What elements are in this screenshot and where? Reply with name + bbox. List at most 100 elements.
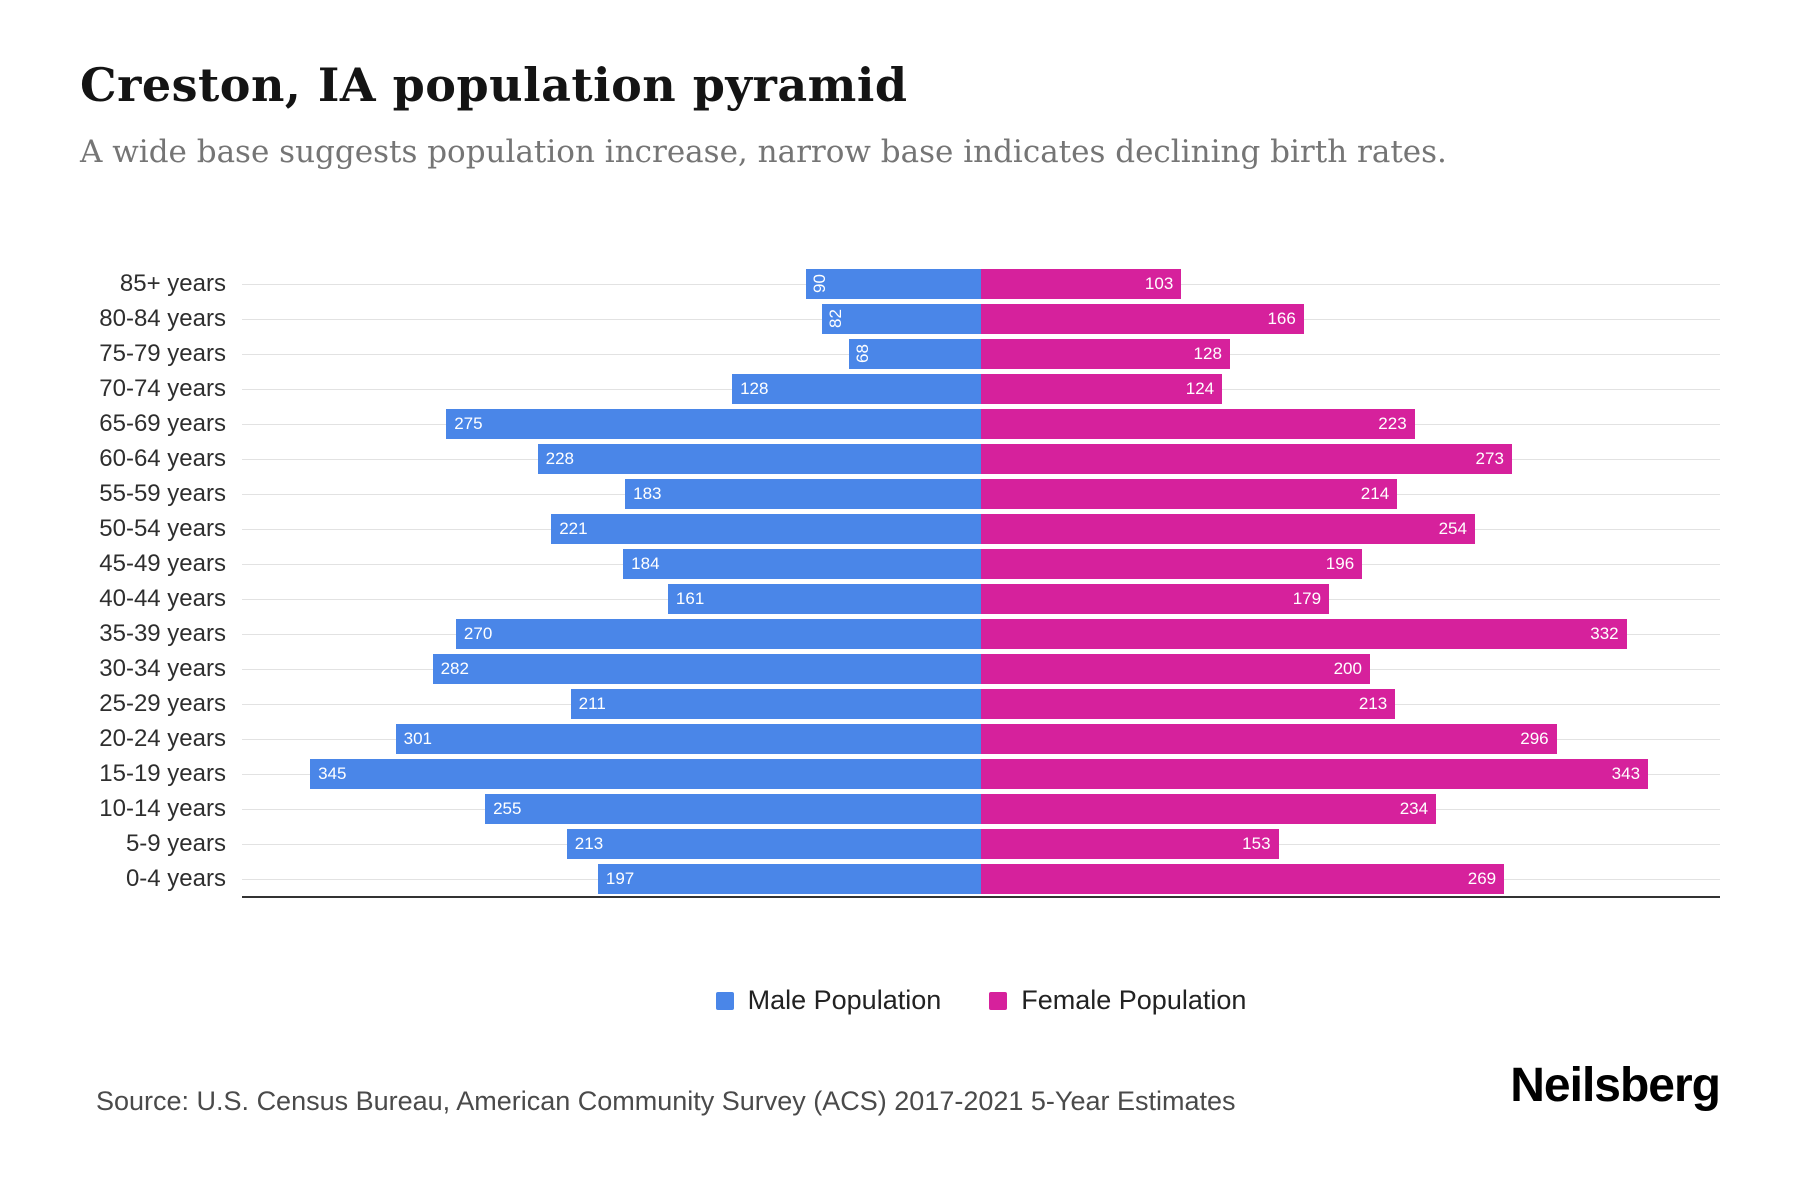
female-bar[interactable]: 196	[981, 548, 1363, 579]
male-value-label: 197	[605, 869, 635, 888]
male-value-label: 255	[493, 799, 522, 818]
male-value-label: 345	[318, 764, 347, 783]
pyramid-row: 55-59 years 183 214	[92, 476, 1720, 511]
row-plot: 345 343	[242, 756, 1720, 791]
female-bar[interactable]: 128	[981, 338, 1230, 369]
age-group-label: 80-84 years	[99, 304, 226, 332]
female-bar[interactable]: 153	[981, 828, 1279, 859]
male-bar[interactable]: 255	[485, 793, 981, 824]
row-plot: 228 273	[242, 441, 1720, 476]
age-group-label: 75-79 years	[99, 339, 226, 367]
male-bar[interactable]: 211	[570, 688, 981, 719]
pyramid-row: 25-29 years 211 213	[92, 686, 1720, 721]
male-bar[interactable]: 213	[566, 828, 981, 859]
legend: Male Population Female Population	[242, 985, 1720, 1016]
source-attribution: Source: U.S. Census Bureau, American Com…	[96, 1086, 1236, 1116]
row-plot: 301 296	[242, 721, 1720, 756]
pyramid-row: 75-79 years 68 128	[92, 336, 1720, 371]
row-plot: 221 254	[242, 511, 1720, 546]
age-group-label: 40-44 years	[99, 584, 226, 612]
female-value-label: 214	[1360, 484, 1390, 503]
page-title: Creston, IA population pyramid	[80, 58, 908, 112]
pyramid-row: 20-24 years 301 296	[92, 721, 1720, 756]
female-value-label: 273	[1475, 449, 1504, 468]
male-value-label: 90	[809, 274, 829, 293]
female-value-label: 296	[1520, 729, 1549, 748]
male-value-label: 270	[463, 624, 493, 643]
female-value-label: 234	[1399, 799, 1429, 818]
male-bar[interactable]: 128	[732, 373, 981, 404]
pyramid-row: 40-44 years 161 179	[92, 581, 1720, 616]
age-group-label: 85+ years	[119, 269, 226, 297]
male-bar[interactable]: 228	[537, 443, 981, 474]
female-bar[interactable]: 179	[981, 583, 1330, 614]
pyramid-row: 35-39 years 270 332	[92, 616, 1720, 651]
row-plot: 68 128	[242, 336, 1720, 371]
male-bar[interactable]: 345	[310, 758, 981, 789]
row-plot: 255 234	[242, 791, 1720, 826]
legend-item-female[interactable]: Female Population	[989, 985, 1246, 1016]
female-bar[interactable]: 213	[981, 688, 1396, 719]
age-group-label: 45-49 years	[99, 549, 226, 577]
female-value-label: 223	[1378, 414, 1407, 433]
male-bar[interactable]: 90	[805, 268, 981, 299]
female-bar[interactable]: 124	[981, 373, 1223, 404]
female-bar[interactable]: 343	[981, 758, 1649, 789]
male-value-label: 82	[825, 309, 845, 328]
male-value-label: 183	[633, 484, 662, 503]
row-plot: 161 179	[242, 581, 1720, 616]
legend-male-label: Male Population	[747, 985, 942, 1015]
male-value-label: 211	[578, 694, 606, 713]
male-bar[interactable]: 197	[597, 863, 981, 894]
male-value-label: 301	[403, 729, 433, 748]
legend-item-male[interactable]: Male Population	[715, 985, 942, 1016]
age-group-label: 70-74 years	[99, 374, 226, 402]
male-bar[interactable]: 270	[455, 618, 981, 649]
female-value-label: 124	[1185, 379, 1215, 398]
population-pyramid-chart: 85+ years 90 103 80-84 years 82 166 75-79 year…	[92, 266, 1720, 898]
male-bar[interactable]: 82	[821, 303, 981, 334]
row-plot: 184 196	[242, 546, 1720, 581]
row-plot: 128 124	[242, 371, 1720, 406]
female-value-label: 254	[1438, 519, 1467, 538]
page-subtitle: A wide base suggests population increase…	[80, 134, 1447, 170]
male-value-label: 184	[631, 554, 660, 573]
pyramid-row: 15-19 years 345 343	[92, 756, 1720, 791]
male-bar[interactable]: 282	[432, 653, 981, 684]
female-bar[interactable]: 332	[981, 618, 1627, 649]
male-value-label: 161	[675, 589, 705, 608]
female-bar[interactable]: 200	[981, 653, 1370, 684]
female-bar[interactable]: 296	[981, 723, 1557, 754]
male-bar[interactable]: 221	[551, 513, 981, 544]
female-bar[interactable]: 273	[981, 443, 1512, 474]
male-bar[interactable]: 183	[625, 478, 981, 509]
female-value-label: 179	[1292, 589, 1322, 608]
female-value-label: 128	[1193, 344, 1222, 363]
female-value-label: 166	[1267, 309, 1296, 328]
male-bar[interactable]: 161	[667, 583, 981, 614]
pyramid-row: 65-69 years 275 223	[92, 406, 1720, 441]
female-bar[interactable]: 223	[981, 408, 1415, 439]
row-plot: 211 213	[242, 686, 1720, 721]
neilsberg-logo: Neilsberg	[1510, 1059, 1721, 1112]
female-bar[interactable]: 269	[981, 863, 1505, 894]
female-value-label: 153	[1242, 834, 1271, 853]
pyramid-row: 60-64 years 228 273	[92, 441, 1720, 476]
pyramid-row: 5-9 years 213 153	[92, 826, 1720, 861]
age-group-label: 65-69 years	[99, 409, 226, 437]
male-bar[interactable]: 301	[395, 723, 981, 754]
pyramid-row: 85+ years 90 103	[92, 266, 1720, 301]
female-bar[interactable]: 254	[981, 513, 1475, 544]
female-bar[interactable]: 103	[981, 268, 1182, 299]
female-bar[interactable]: 214	[981, 478, 1398, 509]
female-bar[interactable]: 234	[981, 793, 1437, 824]
female-bar[interactable]: 166	[981, 303, 1304, 334]
age-group-label: 15-19 years	[99, 759, 226, 787]
male-swatch-icon	[715, 991, 734, 1010]
male-bar[interactable]: 275	[446, 408, 981, 439]
male-bar[interactable]: 68	[848, 338, 981, 369]
legend-female-label: Female Population	[1021, 985, 1247, 1015]
male-bar[interactable]: 184	[623, 548, 981, 579]
row-plot: 90 103	[242, 266, 1720, 301]
age-group-label: 50-54 years	[99, 514, 226, 542]
